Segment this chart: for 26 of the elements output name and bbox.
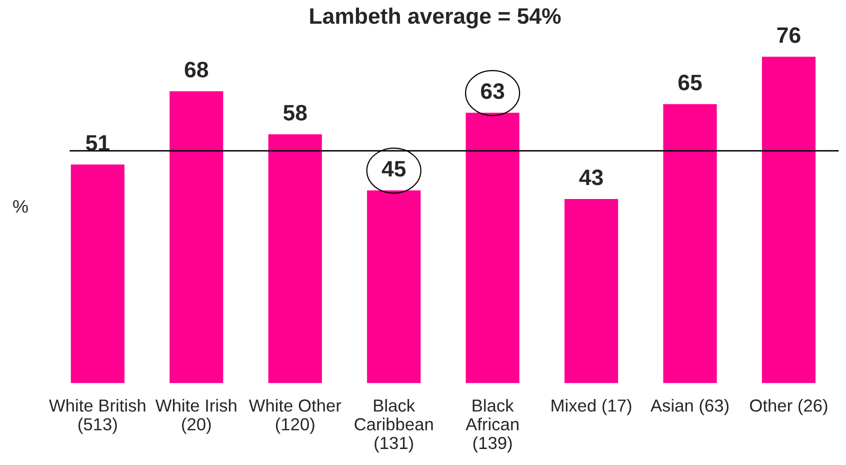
data-label: 43	[579, 170, 603, 186]
data-label: 68	[184, 62, 208, 78]
x-tick-label: Mixed (17)	[552, 398, 632, 416]
y-axis-title: %	[13, 200, 28, 213]
x-tick-label: Black Caribbean (131)	[354, 398, 433, 453]
x-tick-label: White Irish (20)	[155, 398, 236, 434]
bar	[662, 102, 718, 384]
data-label: 45	[382, 161, 406, 177]
x-tick-label: White Other (120)	[248, 398, 342, 434]
x-tick-label: Black African (139)	[466, 398, 518, 453]
bar	[266, 132, 324, 384]
data-label: 51	[86, 135, 110, 151]
bar	[563, 198, 620, 384]
chart-title: Lambeth average = 54%	[310, 8, 561, 28]
x-tick-label: Asian (63)	[650, 398, 728, 416]
bar	[168, 90, 225, 384]
bar	[760, 55, 817, 384]
data-label: 63	[481, 83, 504, 100]
data-label: 76	[777, 27, 800, 43]
data-label: 58	[283, 104, 307, 121]
x-tick-label: White British (513)	[49, 398, 146, 434]
x-tick-label: Other (26)	[750, 398, 828, 416]
bar	[69, 163, 126, 384]
bar	[366, 188, 422, 384]
bar	[464, 111, 521, 384]
data-label: 65	[678, 74, 702, 90]
